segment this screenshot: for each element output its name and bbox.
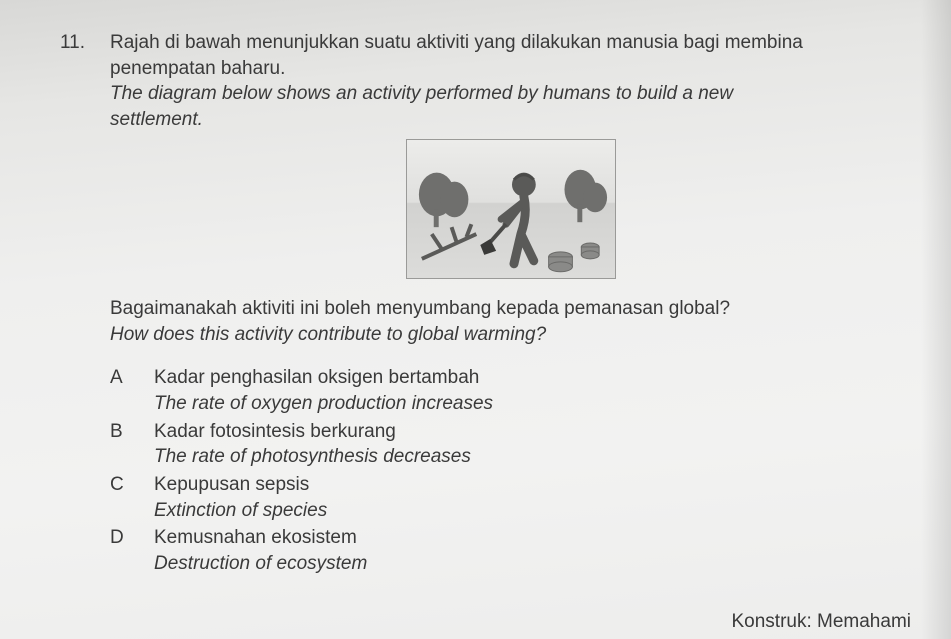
option-my: Kepupusan sepsis xyxy=(154,472,911,498)
exam-page: 11. Rajah di bawah menunjukkan suatu akt… xyxy=(0,0,951,599)
sub-question-en: How does this activity contribute to glo… xyxy=(110,322,911,348)
option-letter: C xyxy=(110,472,132,523)
option-en: The rate of oxygen production increases xyxy=(154,391,911,417)
option-letter: B xyxy=(110,419,132,470)
question-en-line1: The diagram below shows an activity perf… xyxy=(110,81,911,107)
question-block: 11. Rajah di bawah menunjukkan suatu akt… xyxy=(60,30,911,579)
stump-icon xyxy=(548,243,599,272)
option-my: Kadar fotosintesis berkurang xyxy=(154,419,911,445)
question-my-line1: Rajah di bawah menunjukkan suatu aktivit… xyxy=(110,30,911,56)
sub-question-my: Bagaimanakah aktiviti ini boleh menyumba… xyxy=(110,296,911,322)
option-my: Kadar penghasilan oksigen bertambah xyxy=(154,365,911,391)
options-list: A Kadar penghasilan oksigen bertambah Th… xyxy=(110,365,911,576)
activity-diagram xyxy=(406,139,616,279)
konstruk-label: Konstruk: Memahami xyxy=(731,611,911,633)
option-en: Extinction of species xyxy=(154,498,911,524)
option-D[interactable]: D Kemusnahan ekosistem Destruction of ec… xyxy=(110,525,911,576)
option-en: Destruction of ecosystem xyxy=(154,551,911,577)
diagram-svg xyxy=(407,140,615,279)
option-text: Kepupusan sepsis Extinction of species xyxy=(154,472,911,523)
option-text: Kadar fotosintesis berkurang The rate of… xyxy=(154,419,911,470)
option-B[interactable]: B Kadar fotosintesis berkurang The rate … xyxy=(110,419,911,470)
question-my-line2: penempatan baharu. xyxy=(110,56,911,82)
person-icon xyxy=(480,172,535,263)
option-text: Kadar penghasilan oksigen bertambah The … xyxy=(154,365,911,416)
option-my: Kemusnahan ekosistem xyxy=(154,525,911,551)
option-C[interactable]: C Kepupusan sepsis Extinction of species xyxy=(110,472,911,523)
option-en: The rate of photosynthesis decreases xyxy=(154,444,911,470)
question-number: 11. xyxy=(60,30,92,579)
question-body: Rajah di bawah menunjukkan suatu aktivit… xyxy=(110,30,911,579)
sub-question: Bagaimanakah aktiviti ini boleh menyumba… xyxy=(110,296,911,347)
fallen-branches-icon xyxy=(421,224,475,259)
option-letter: A xyxy=(110,365,132,416)
question-en-line2: settlement. xyxy=(110,107,911,133)
option-text: Kemusnahan ekosistem Destruction of ecos… xyxy=(154,525,911,576)
option-letter: D xyxy=(110,525,132,576)
diagram-container xyxy=(110,139,911,287)
option-A[interactable]: A Kadar penghasilan oksigen bertambah Th… xyxy=(110,365,911,416)
